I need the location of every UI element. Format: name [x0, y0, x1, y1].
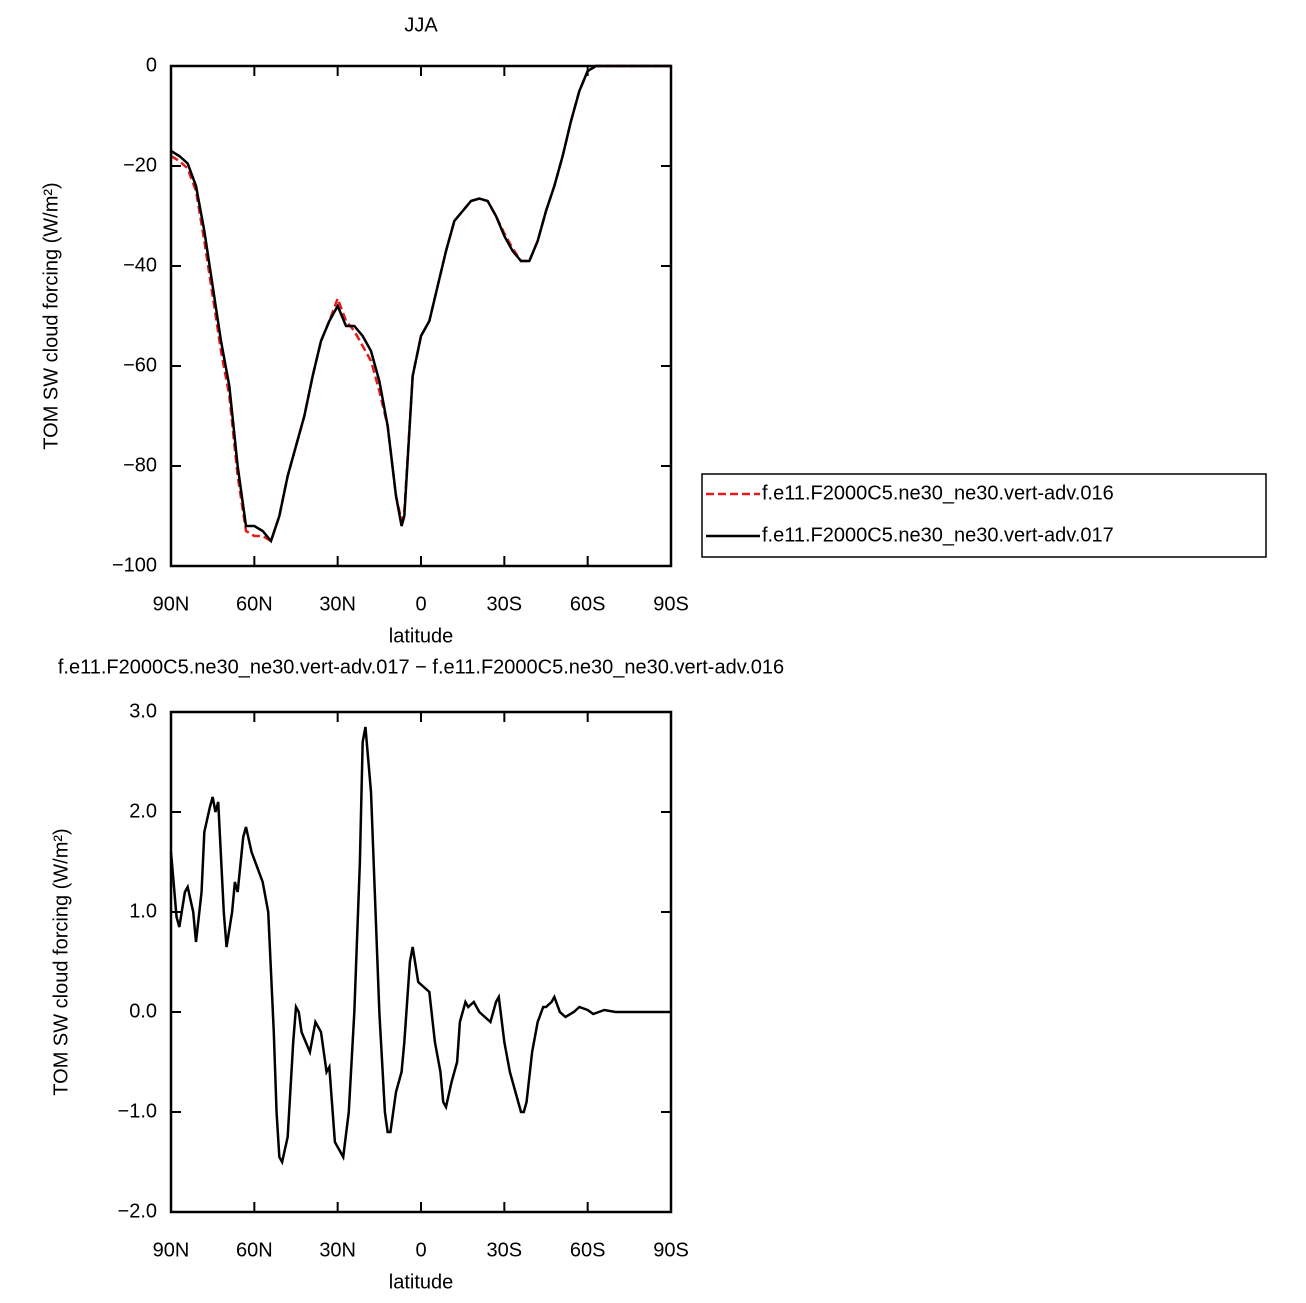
legend-box	[701, 473, 1267, 558]
chart-title: f.e11.F2000C5.ne30_ne30.vert-adv.017 − f…	[58, 656, 784, 678]
chart-title: JJA	[404, 14, 438, 36]
x-tick-label: 90S	[653, 593, 689, 615]
x-tick-label: 60S	[570, 593, 606, 615]
legend-label: f.e11.F2000C5.ne30_ne30.vert-adv.016	[762, 482, 1114, 504]
y-tick-label: 3.0	[129, 700, 157, 722]
y-axis-label: TOM SW cloud forcing (W/m²)	[50, 828, 72, 1095]
x-tick-label: 90N	[153, 1239, 190, 1261]
x-tick-label: 60N	[236, 593, 273, 615]
y-tick-label: 0.0	[129, 1000, 157, 1022]
y-tick-label: −20	[123, 154, 157, 176]
x-tick-label: 30N	[319, 593, 356, 615]
x-tick-label: 90S	[653, 1239, 689, 1261]
data-line	[169, 726, 671, 1166]
y-axis-label: TOM SW cloud forcing (W/m²)	[40, 182, 62, 449]
x-tick-label: 90N	[153, 593, 190, 615]
x-tick-label: 30S	[487, 1239, 523, 1261]
y-tick-label: −80	[123, 454, 157, 476]
x-tick-label: 30N	[319, 1239, 356, 1261]
x-tick-label: 60S	[570, 1239, 606, 1261]
x-axis-label: latitude	[389, 625, 454, 647]
y-tick-label: −2.0	[118, 1200, 157, 1222]
x-tick-label: 60N	[236, 1239, 273, 1261]
y-tick-label: −40	[123, 254, 157, 276]
y-tick-label: 0	[146, 54, 157, 76]
y-tick-label: 2.0	[129, 800, 157, 822]
plot-frame	[169, 64, 673, 568]
y-tick-label: 1.0	[129, 900, 157, 922]
y-tick-label: −100	[112, 554, 157, 576]
x-tick-label: 0	[415, 1239, 426, 1261]
data-line	[170, 64, 671, 543]
data-line	[170, 64, 671, 544]
x-tick-label: 0	[415, 593, 426, 615]
x-axis-label: latitude	[389, 1271, 454, 1293]
y-tick-label: −60	[123, 354, 157, 376]
y-tick-label: −1.0	[118, 1100, 157, 1122]
legend-label: f.e11.F2000C5.ne30_ne30.vert-adv.017	[762, 524, 1114, 546]
plot-frame	[169, 710, 673, 1214]
x-tick-label: 30S	[487, 593, 523, 615]
